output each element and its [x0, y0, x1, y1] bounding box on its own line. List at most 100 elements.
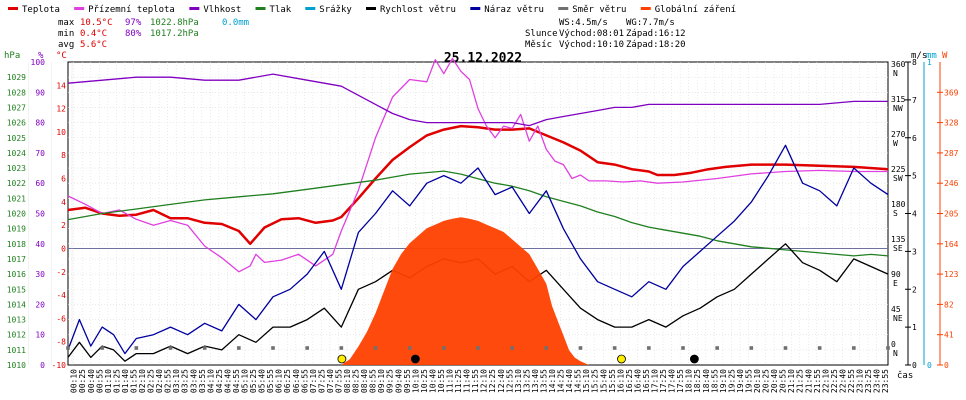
right-axis-tick-label: N: [893, 69, 898, 78]
x-tick-label: 16:40: [633, 369, 642, 393]
x-tick-label: 17:25: [659, 369, 668, 393]
stats-max-press: 1022.8hPa: [150, 18, 199, 28]
direction-point: [407, 346, 412, 350]
legend-swatch: [640, 7, 651, 10]
x-tick-label: 01:10: [104, 369, 113, 393]
x-tick-label: 06:10: [275, 369, 284, 393]
x-tick-label: 04:10: [206, 369, 215, 393]
series-line-vlhkost: [67, 73, 888, 127]
axis-tick-label: 1020: [7, 210, 26, 219]
direction-point: [715, 346, 719, 350]
x-tick-label: 09:10: [377, 369, 386, 393]
x-tick-label: 20:25: [762, 369, 771, 393]
legend-swatch: [305, 7, 316, 10]
x-tick-label: 06:55: [300, 369, 309, 393]
stats-max-temp: 10.5°C: [80, 18, 113, 28]
x-tick-label: 00:25: [78, 369, 87, 393]
x-tick-label: 10:10: [411, 369, 420, 393]
x-tick-label: 13:25: [522, 369, 531, 393]
x-tick-label: 15:10: [582, 369, 591, 393]
right-axes: 01234567801041821231642052462873283690N4…: [891, 58, 959, 370]
astro-marker-moonrise: [410, 354, 420, 364]
right-axis-tick-label: 0: [912, 361, 917, 370]
x-tick-label: 23:25: [864, 369, 873, 393]
x-tick-label: 20:40: [770, 369, 779, 393]
x-tick-label: 23:10: [856, 369, 865, 393]
info-sun-label: Slunce: [525, 29, 558, 39]
x-tick-label: 09:25: [386, 369, 395, 393]
axis-tick-label: 1019: [7, 225, 26, 234]
axis-tick-label: 14: [56, 81, 66, 90]
legend-swatch: [558, 7, 569, 10]
stats-max-hum: 97%: [125, 18, 142, 28]
right-axis-tick-label: 4: [912, 210, 917, 219]
x-tick-label: 23:55: [881, 369, 890, 393]
right-axis-tick-label: 3: [912, 247, 917, 256]
x-tick-label: 10:55: [437, 369, 446, 393]
series-line-teplota: [67, 124, 889, 246]
legend-item: Teplota: [8, 5, 60, 15]
marker-layer: [337, 354, 699, 364]
x-tick-label: 09:40: [394, 369, 403, 393]
x-tick-label: 22:10: [821, 369, 830, 393]
right-axis-tick-label: 360: [891, 60, 906, 69]
series-line-p-zemn-teplota: [67, 57, 888, 273]
right-axis-tick-label: 1: [912, 323, 917, 332]
axis-tick-label: 40: [35, 240, 45, 249]
right-axis-tick-label: 287: [944, 149, 959, 158]
direction-point: [339, 346, 344, 350]
right-axis-tick-label: 1: [927, 58, 932, 67]
info-sun-rise: Východ:08:01: [559, 29, 624, 39]
x-tick-label: 18:10: [685, 369, 694, 393]
axis-tick-label: -6: [56, 314, 66, 323]
stats-min-hum: 80%: [125, 29, 142, 39]
direction-point: [510, 346, 514, 350]
axis-tick-label: -4: [56, 291, 66, 300]
legend-label: Tlak: [270, 5, 292, 15]
legend-label: Srážky: [319, 5, 352, 15]
unit-mm: mm: [926, 51, 937, 61]
x-tick-label: 05:25: [249, 369, 258, 393]
direction-point: [783, 346, 788, 350]
right-axis-tick-label: 270: [891, 130, 906, 139]
direction-point: [168, 346, 173, 350]
legend-swatch: [255, 7, 266, 10]
axis-tick-label: 1016: [7, 270, 26, 279]
direction-point: [647, 346, 651, 350]
x-tick-label: 10:40: [428, 369, 437, 393]
axis-tick-label: 1023: [7, 164, 26, 173]
legend-label: Rychlost větru: [380, 5, 456, 15]
x-tick-label: 14:55: [574, 369, 583, 393]
right-axis-tick-label: 90: [891, 270, 901, 279]
legend-item: Srážky: [305, 5, 352, 15]
x-tick-label: 04:40: [223, 369, 232, 393]
stats-min-label: min: [58, 29, 74, 39]
info-block: WS:4.5m/s WG:7.7m/s Slunce Východ:08:01 …: [525, 18, 686, 50]
right-axis-tick-label: 205: [944, 210, 959, 219]
x-tick-label: 22:55: [847, 369, 856, 393]
stats-max-rain: 0.0mm: [222, 18, 249, 28]
legend-swatch: [366, 7, 376, 10]
x-tick-label: 11:25: [454, 369, 463, 393]
stats-block: max 10.5°C 97% 1022.8hPa 0.0mm min 0.4°C…: [58, 18, 249, 50]
x-tick-label: 17:40: [668, 369, 677, 393]
axis-tick-label: 2: [61, 221, 66, 230]
x-tick-label: 12:25: [488, 369, 497, 393]
x-tick-label: 11:40: [463, 369, 472, 393]
x-tick-label: 17:55: [676, 369, 685, 393]
x-tick-label: 02:25: [147, 369, 156, 393]
right-axis-tick-label: 5: [912, 172, 917, 181]
right-axis-tick-label: 0: [944, 361, 949, 370]
x-tick-label: 11:55: [471, 369, 480, 393]
right-axis-tick-label: NW: [893, 104, 903, 113]
legend-label: Přízemní teplota: [88, 5, 175, 15]
info-wg: WG:7.7m/s: [626, 18, 675, 28]
direction-point: [237, 346, 241, 350]
legend-item: Rychlost větru: [366, 5, 456, 15]
axis-tick-label: 100: [31, 58, 46, 67]
right-axis-tick-label: SE: [893, 244, 903, 253]
axis-tick-label: 90: [35, 88, 45, 97]
x-tick-label: 15:40: [599, 369, 608, 393]
legend-item: Vlhkost: [189, 5, 241, 15]
axis-tick-label: 30: [35, 270, 45, 279]
